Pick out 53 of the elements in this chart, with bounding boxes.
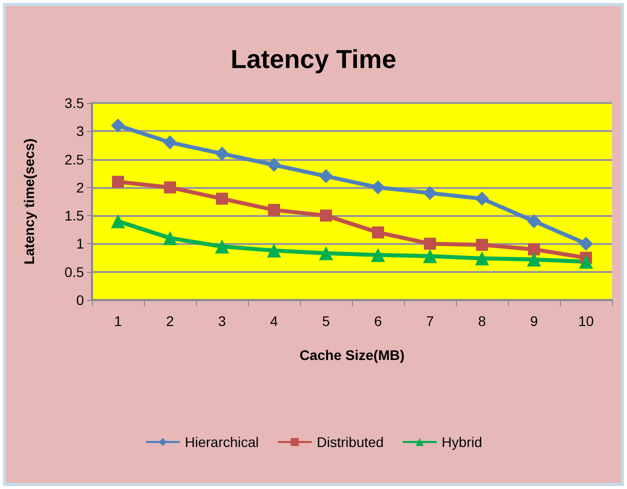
- y-tick-label: 2: [76, 179, 84, 196]
- point: [216, 192, 228, 205]
- point: [579, 236, 593, 251]
- x-tick-label: 10: [578, 313, 594, 329]
- point: [163, 231, 177, 246]
- point: [215, 240, 229, 254]
- x-tick-label: 4: [270, 313, 278, 329]
- x-tick-label: 9: [530, 313, 538, 329]
- point: [528, 243, 540, 256]
- point: [320, 210, 332, 222]
- x-tick-label: 1: [114, 313, 122, 329]
- x-tick-label: 2: [166, 313, 174, 329]
- point: [423, 186, 437, 200]
- point: [423, 249, 437, 264]
- point: [475, 251, 489, 266]
- x-tick-label: 5: [322, 313, 330, 329]
- point: [111, 118, 125, 133]
- point: [319, 169, 333, 184]
- point: [371, 180, 385, 194]
- point: [267, 158, 281, 172]
- point: [527, 214, 541, 228]
- point: [164, 181, 176, 194]
- y-tick-label: 3.5: [64, 95, 84, 111]
- legend-label: Hybrid: [442, 434, 482, 450]
- point: [424, 238, 436, 250]
- legend-label: Distributed: [316, 434, 384, 450]
- y-tick-label: 1: [76, 236, 84, 252]
- y-tick-label: 1.5: [64, 208, 84, 224]
- x-tick-label: 6: [374, 313, 382, 329]
- point: [319, 246, 333, 260]
- y-axis-title: Latency time(secs): [21, 138, 37, 265]
- point: [163, 135, 177, 150]
- point: [579, 254, 593, 269]
- point: [267, 243, 281, 258]
- y-tick-label: 0: [76, 292, 84, 308]
- point: [475, 192, 489, 206]
- point: [111, 214, 125, 228]
- point: [527, 252, 541, 266]
- point: [371, 248, 385, 262]
- point: [268, 204, 280, 216]
- y-tick-label: 2.5: [64, 151, 84, 168]
- chart-title: Latency Time: [230, 44, 396, 74]
- legend-label: Hierarchical: [184, 434, 259, 450]
- x-tick-label: 8: [478, 313, 486, 329]
- point: [215, 146, 229, 161]
- point: [372, 226, 384, 238]
- point: [476, 238, 488, 251]
- x-axis-title: Cache Size(MB): [299, 347, 405, 363]
- x-tick-label: 7: [426, 313, 434, 329]
- y-tick-label: 3: [76, 123, 84, 140]
- point: [112, 176, 124, 188]
- y-tick-label: 0.5: [64, 264, 84, 280]
- x-tick-label: 3: [218, 313, 226, 329]
